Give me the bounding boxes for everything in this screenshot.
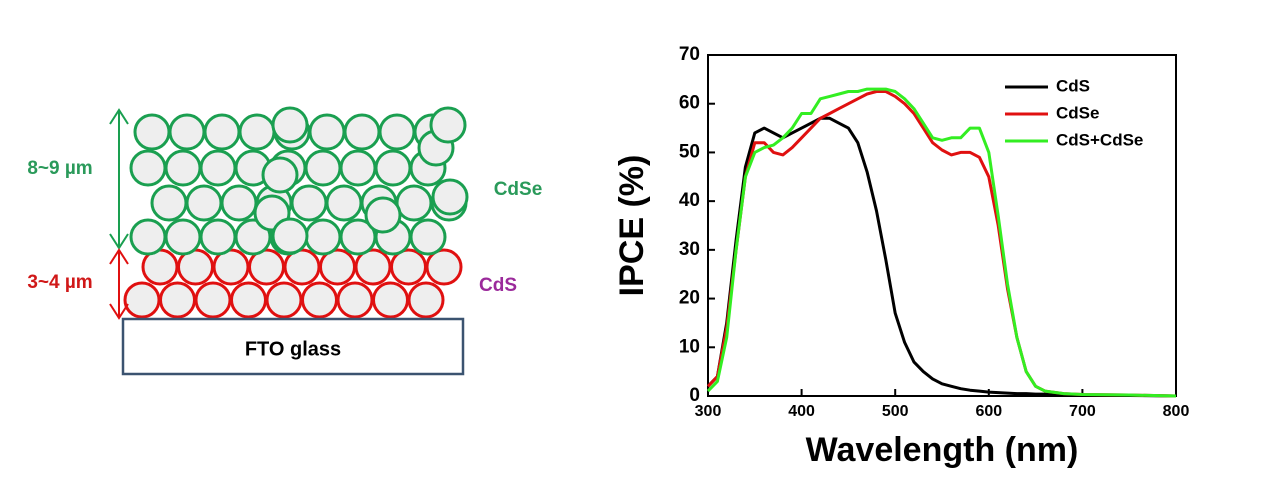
x-tick-label: 800: [1163, 403, 1190, 420]
x-tick-label: 400: [788, 403, 815, 420]
particle: [409, 218, 447, 256]
particle: [372, 281, 409, 319]
top-label: CdSe: [494, 179, 543, 200]
x-tick-label: 300: [695, 403, 722, 420]
particle: [185, 184, 223, 222]
series-line: [706, 87, 1177, 398]
x-axis-label: Wavelength (nm): [806, 431, 1079, 469]
particle: [164, 218, 202, 256]
y-tick-label: 20: [679, 288, 700, 309]
particle: [339, 149, 377, 187]
top-thickness: 8~9 µm: [27, 158, 92, 179]
particle: [336, 281, 374, 319]
particle: [238, 113, 276, 151]
particle: [304, 149, 342, 187]
y-tick-label: 30: [679, 239, 700, 260]
plot-frame: [707, 54, 1177, 397]
x-tick-label: 500: [882, 403, 909, 420]
particles: [123, 106, 469, 319]
y-tick-label: 0: [689, 385, 700, 406]
substrate: [121, 317, 465, 376]
particle: [271, 217, 309, 255]
y-tick-label: 50: [679, 141, 700, 162]
substrate-label: FTO glass: [245, 338, 341, 360]
particle: [133, 113, 171, 151]
chart: 300 400 500 600 700 800 0 10 20 30 40 50 60 70 Wavelen…: [613, 44, 1189, 469]
particle: [265, 281, 303, 319]
particle: [343, 113, 381, 151]
particle: [378, 113, 416, 151]
particle: [199, 149, 237, 187]
particle: [271, 106, 309, 144]
particle: [364, 196, 402, 234]
y-axis-label: IPCE (%): [613, 155, 651, 297]
particle: [150, 184, 188, 222]
series-line: [706, 116, 1177, 398]
particle: [261, 156, 299, 194]
particle: [159, 281, 196, 319]
y-tick-label: 70: [679, 44, 700, 65]
legend-label: CdS+CdSe: [1056, 130, 1143, 149]
particle: [129, 218, 167, 256]
layer-diagram: FTO glass 8~9 µm 3~4 µm CdSe CdS: [27, 106, 543, 376]
y-tick-label: 40: [679, 190, 700, 211]
particle: [308, 113, 346, 151]
particle: [123, 281, 161, 319]
particle: [407, 281, 445, 319]
bottom-label: CdS: [479, 275, 517, 296]
particle: [374, 149, 412, 187]
particle: [220, 184, 258, 222]
particle: [164, 149, 202, 187]
bottom-arrow: [109, 248, 129, 320]
x-tick-label: 600: [975, 403, 1002, 420]
y-tick-label: 60: [679, 93, 700, 114]
particle: [431, 178, 469, 216]
particle: [301, 281, 338, 319]
particle: [230, 281, 267, 319]
particle: [429, 106, 467, 144]
x-tick-label: 700: [1069, 403, 1096, 420]
legend-label: CdSe: [1056, 103, 1099, 122]
particle: [129, 149, 167, 187]
y-tick-label: 10: [679, 336, 700, 357]
top-arrow: [109, 108, 129, 250]
particle: [290, 184, 328, 222]
bottom-thickness: 3~4 µm: [27, 272, 92, 293]
particle: [199, 218, 237, 256]
particle: [395, 184, 433, 222]
particle: [325, 184, 363, 222]
particle: [203, 113, 241, 151]
particle: [425, 248, 463, 286]
particle: [168, 113, 206, 151]
particle: [194, 281, 232, 319]
particle: [304, 218, 342, 256]
legend-label: CdS: [1056, 76, 1090, 95]
